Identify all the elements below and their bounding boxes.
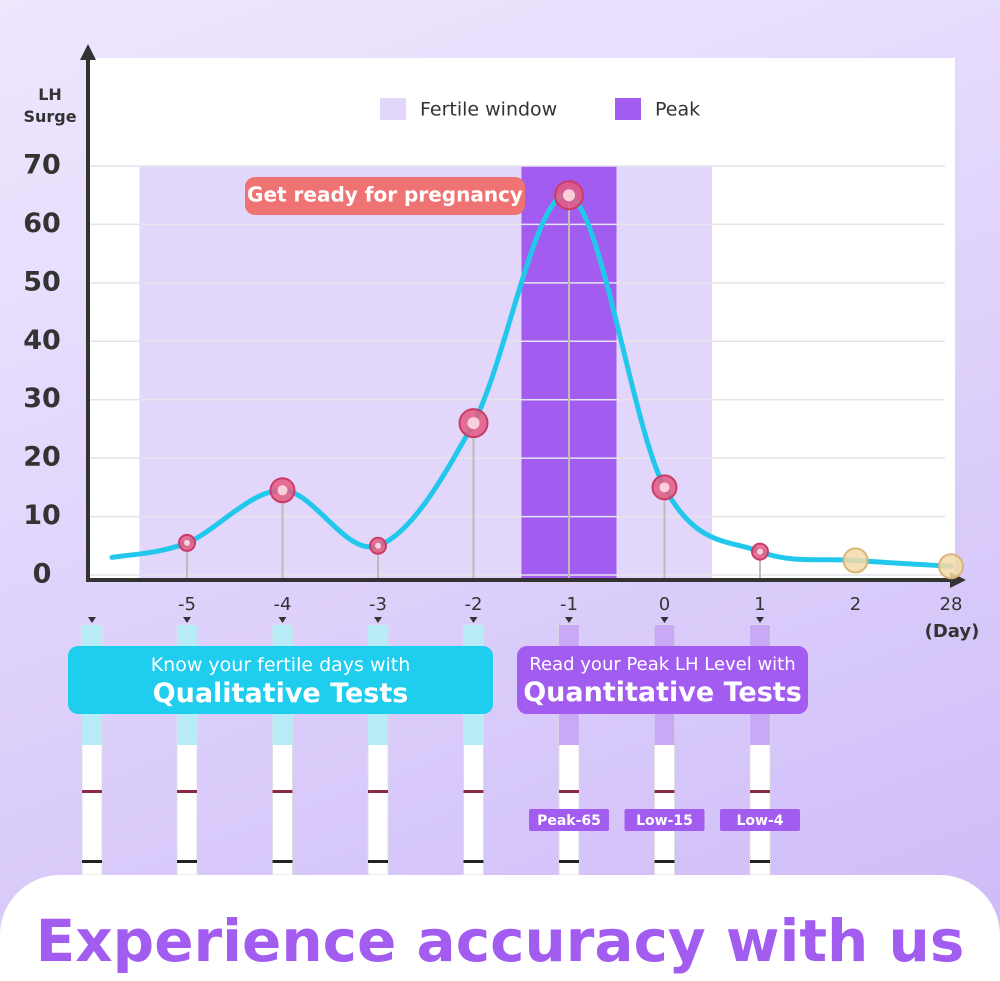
x-axis-label: (Day) [925,621,980,642]
strip-line [654,790,675,793]
strip-base [82,860,102,863]
x-tick-label: 1 [754,594,765,615]
strip-line [559,790,579,793]
point-core [467,417,480,430]
strip-line [272,790,293,793]
y-arrow [80,44,96,60]
legend-swatch [380,98,406,120]
x-tick-label: 28 [940,594,963,615]
strip-base [750,860,770,863]
annotation-pill [245,177,525,215]
annotation: Get ready for pregnancy [247,183,523,207]
y-tick-label: 20 [23,442,61,473]
legend-label: Fertile window [420,99,557,121]
qualitative-title: Qualitative Tests [152,678,409,709]
strip-label: Peak-65 [537,813,601,829]
y-tick-label: 60 [23,208,61,239]
y-axis-label: LH Surge [23,85,77,126]
legend-swatch [615,98,641,120]
strip-arrow [374,617,382,623]
point-core [563,189,575,202]
y-tick-label: 50 [23,266,61,297]
strip-arrow [278,617,287,623]
strip-arrow [183,617,191,623]
strip-label: Low-15 [636,813,693,829]
strip-line [82,790,102,793]
strip-base [368,860,388,863]
strip-line [177,790,197,793]
strip-base [463,860,484,863]
y-tick-label: 0 [33,559,52,590]
point [938,553,964,580]
strip-label: Low-4 [736,813,783,829]
qualitative-intro: Know your fertile days with [150,654,411,676]
point-core [375,542,381,549]
strip-line [750,790,770,793]
strip-arrow [756,617,764,623]
point-core [184,539,190,546]
strip-arrow [565,617,573,623]
strip-base [272,860,293,863]
strip-arrow [660,617,669,623]
point [842,547,869,574]
footer: Experience accuracy with us [0,875,1000,981]
strip-base [654,860,675,863]
y-tick-label: 10 [23,500,61,531]
strip-base [177,860,197,863]
y-tick-label: 30 [23,383,61,414]
quantitative-title: Quantitative Tests [523,677,802,708]
x-tick-label: -1 [560,594,578,615]
quantitative-box: Read your Peak LH Level with Quantitativ… [517,646,808,714]
strip-line [368,790,388,793]
strip-arrow [88,617,96,623]
qualitative-box: Know your fertile days with Qualitative … [68,646,493,714]
quantitative-intro: Read your Peak LH Level with [529,654,796,675]
point-core [277,485,288,496]
strip-line [463,790,484,793]
x-tick-label: 0 [659,594,670,615]
legend-label: Peak [655,99,700,121]
strip-label-bg [529,809,609,831]
x-tick-label: -2 [465,594,483,615]
strip-base [559,860,579,863]
x-tick-label: -3 [369,594,387,615]
y-tick-label: 40 [23,325,61,356]
x-tick-label: -4 [274,594,292,615]
y-tick-label: 70 [23,150,61,181]
x-tick-label: -5 [178,594,196,615]
point-core [659,482,670,493]
strip-arrow [469,617,478,623]
strip-label-bg [720,809,800,831]
point-core [757,548,763,555]
strip-label-bg [624,809,705,831]
x-tick-label: 2 [850,594,861,615]
